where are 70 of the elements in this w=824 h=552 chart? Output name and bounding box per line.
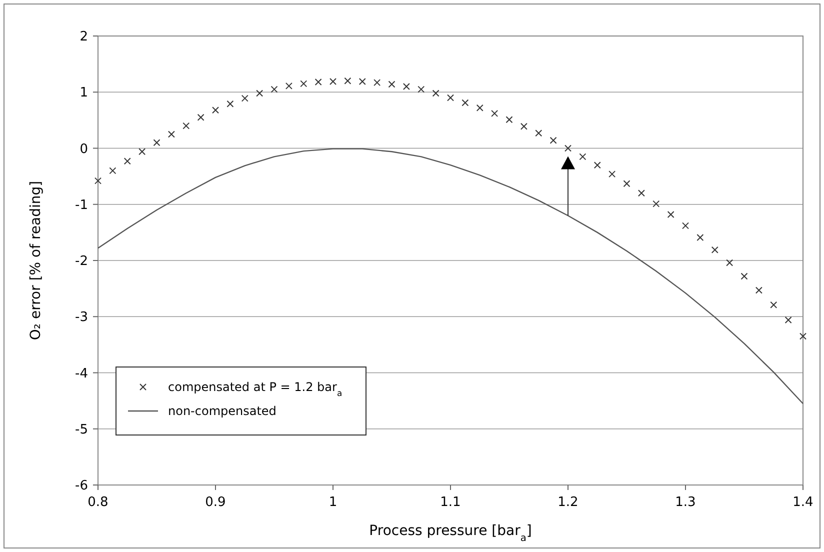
point — [667, 210, 674, 218]
y-tick-label: 0 — [80, 142, 88, 157]
point — [358, 78, 366, 85]
y-tick-label: 2 — [80, 30, 88, 44]
point — [506, 116, 513, 124]
point — [579, 153, 586, 160]
x-axis-title: Process pressure [bar$_{a}$] — [369, 523, 532, 544]
y-tick-label: -3 — [75, 310, 88, 326]
y-tick-label: -5 — [75, 422, 88, 438]
point — [226, 100, 234, 108]
point — [564, 144, 572, 152]
y-tick-label: -1 — [75, 198, 88, 213]
point — [418, 86, 425, 93]
point — [94, 177, 102, 184]
point — [124, 158, 131, 165]
point — [330, 78, 336, 85]
point — [608, 170, 616, 178]
point — [550, 136, 557, 144]
point — [462, 99, 469, 106]
x-tick-label: 1.2 — [558, 495, 578, 510]
point — [638, 190, 645, 197]
y-tick-label: -2 — [75, 254, 88, 269]
x-tick-label: 0.9 — [205, 495, 226, 510]
point — [432, 90, 440, 97]
point — [168, 130, 175, 138]
point — [770, 301, 778, 308]
point — [285, 82, 292, 90]
x-tick-label: 1.3 — [675, 495, 696, 510]
x-tick-label: 0.8 — [88, 495, 108, 510]
point — [755, 286, 762, 294]
point — [402, 83, 410, 90]
legend-label: compensated at P = 1.2 bar$_{a}$ — [168, 380, 342, 398]
y-axis-title: O₂ error [% of reading] — [28, 180, 44, 340]
point — [682, 222, 689, 230]
point — [476, 104, 484, 112]
x-tick-label: 1 — [328, 495, 338, 510]
point — [182, 122, 190, 130]
point — [300, 80, 308, 88]
point — [270, 86, 278, 93]
point — [388, 80, 396, 88]
line-series — [97, 148, 804, 404]
point — [153, 139, 160, 146]
point — [652, 200, 660, 208]
point — [212, 106, 219, 114]
point — [535, 130, 542, 137]
point — [109, 167, 116, 174]
point — [594, 162, 601, 169]
point — [696, 234, 704, 241]
legend-label: non-compensated — [168, 404, 276, 418]
x-tick-label: 1.1 — [440, 495, 461, 510]
point — [800, 332, 806, 340]
point — [491, 110, 498, 117]
point — [784, 316, 792, 324]
point — [344, 77, 352, 84]
point — [447, 94, 454, 102]
y-tick-label: -6 — [75, 478, 88, 494]
point — [520, 122, 528, 130]
point — [711, 246, 718, 254]
point — [314, 78, 322, 86]
point — [740, 272, 748, 280]
point — [374, 79, 381, 86]
point — [256, 90, 264, 97]
point — [726, 259, 734, 266]
point — [138, 148, 146, 156]
y-tick-label: 1 — [80, 86, 88, 101]
point — [197, 114, 204, 121]
point — [623, 180, 630, 188]
y-tick-label: -4 — [75, 366, 88, 382]
x-tick-label: 1.4 — [792, 495, 814, 510]
point — [241, 94, 248, 102]
